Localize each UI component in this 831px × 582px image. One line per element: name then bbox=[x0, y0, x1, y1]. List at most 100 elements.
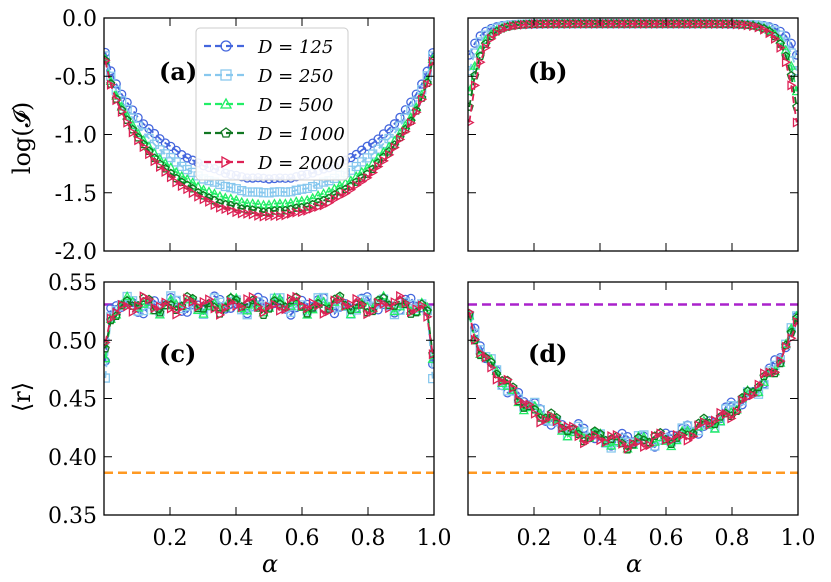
data-point bbox=[672, 18, 682, 29]
data-point bbox=[694, 420, 704, 431]
legend-label: D = 500 bbox=[257, 95, 333, 116]
data-point bbox=[134, 300, 144, 312]
panel-label: (c) bbox=[159, 339, 196, 368]
legend-entry: D = 125 bbox=[204, 37, 333, 58]
data-point bbox=[547, 18, 557, 30]
data-point bbox=[149, 302, 160, 312]
data-point bbox=[787, 80, 797, 91]
series-line bbox=[468, 22, 798, 108]
data-point bbox=[265, 211, 275, 222]
data-point bbox=[104, 353, 111, 363]
data-point bbox=[145, 294, 155, 305]
legend-marker bbox=[220, 69, 232, 81]
data-point bbox=[417, 79, 427, 89]
data-point bbox=[792, 65, 798, 76]
data-point bbox=[127, 105, 138, 115]
data-point bbox=[525, 19, 535, 30]
data-point bbox=[346, 184, 357, 195]
data-point bbox=[237, 186, 247, 196]
data-point bbox=[618, 18, 628, 29]
data-point bbox=[341, 188, 351, 199]
data-point bbox=[237, 208, 248, 219]
data-point bbox=[727, 413, 737, 424]
y-tick-label: -1.0 bbox=[55, 124, 97, 149]
data-point bbox=[738, 395, 748, 406]
data-point bbox=[203, 186, 215, 196]
data-point bbox=[667, 435, 677, 446]
panel-label: (b) bbox=[528, 57, 568, 86]
data-point bbox=[468, 308, 475, 316]
panel-b: (b) bbox=[467, 17, 799, 252]
series-line bbox=[468, 315, 798, 450]
data-point bbox=[781, 31, 791, 41]
data-point bbox=[607, 431, 617, 442]
data-point bbox=[330, 194, 340, 205]
data-point bbox=[709, 423, 720, 433]
legend-entry: D = 2000 bbox=[204, 153, 345, 174]
data-point bbox=[172, 309, 182, 320]
data-point bbox=[710, 415, 721, 426]
data-point bbox=[187, 177, 198, 187]
data-point bbox=[509, 20, 519, 32]
legend-entry: D = 1000 bbox=[204, 124, 345, 145]
data-point bbox=[590, 18, 601, 29]
data-point bbox=[274, 293, 286, 303]
data-point bbox=[319, 200, 329, 211]
data-point bbox=[209, 293, 220, 303]
y-tick-label: 0.50 bbox=[48, 329, 97, 354]
data-point bbox=[776, 356, 786, 367]
panel-a: 0.0 -0.5 -1.0 -1.5 -2.0 (a) bbox=[55, 7, 435, 265]
data-point bbox=[656, 428, 666, 439]
series-1000 bbox=[468, 18, 798, 111]
data-point bbox=[792, 316, 798, 327]
data-point bbox=[104, 57, 111, 65]
data-point bbox=[585, 434, 595, 445]
series-1000 bbox=[104, 291, 434, 358]
data-point bbox=[183, 184, 193, 195]
data-point bbox=[618, 438, 628, 449]
data-point bbox=[569, 421, 579, 432]
data-point bbox=[514, 20, 524, 31]
panel-c: 0.2 0.4 0.6 0.8 1.0 0.35 0.40 0.45 0.50 0.55 (c) bbox=[48, 271, 451, 551]
data-point bbox=[385, 303, 395, 314]
data-point bbox=[198, 190, 209, 200]
data-point bbox=[629, 18, 639, 29]
data-point bbox=[286, 204, 296, 214]
data-point bbox=[765, 367, 775, 378]
data-point bbox=[133, 121, 143, 131]
data-point bbox=[754, 379, 764, 390]
data-point bbox=[645, 440, 655, 451]
data-point bbox=[743, 20, 753, 31]
data-point bbox=[216, 309, 226, 320]
data-point bbox=[319, 308, 329, 319]
series-line bbox=[468, 313, 798, 452]
data-point bbox=[243, 208, 253, 219]
data-point bbox=[270, 299, 280, 310]
series-line bbox=[468, 22, 798, 92]
data-point bbox=[468, 310, 475, 320]
y-tick-label: -0.5 bbox=[55, 65, 97, 90]
data-point bbox=[492, 374, 502, 385]
data-point bbox=[243, 293, 253, 305]
data-point bbox=[232, 300, 242, 312]
data-point bbox=[269, 295, 280, 305]
data-point bbox=[634, 436, 644, 448]
data-point bbox=[666, 440, 677, 451]
data-point bbox=[781, 341, 792, 352]
data-point bbox=[104, 343, 110, 353]
data-point bbox=[633, 433, 644, 442]
data-point bbox=[106, 66, 116, 76]
data-point bbox=[536, 417, 546, 428]
data-point bbox=[585, 18, 595, 29]
y-tick-label: 0.45 bbox=[48, 388, 97, 413]
data-point bbox=[776, 42, 786, 53]
data-point bbox=[412, 304, 422, 315]
data-point bbox=[792, 50, 798, 60]
data-point bbox=[156, 161, 166, 172]
data-point bbox=[470, 328, 480, 338]
data-point bbox=[128, 306, 138, 317]
data-point bbox=[596, 434, 606, 446]
data-point bbox=[558, 422, 568, 434]
panel-label: (d) bbox=[528, 339, 568, 368]
data-point bbox=[368, 306, 379, 317]
